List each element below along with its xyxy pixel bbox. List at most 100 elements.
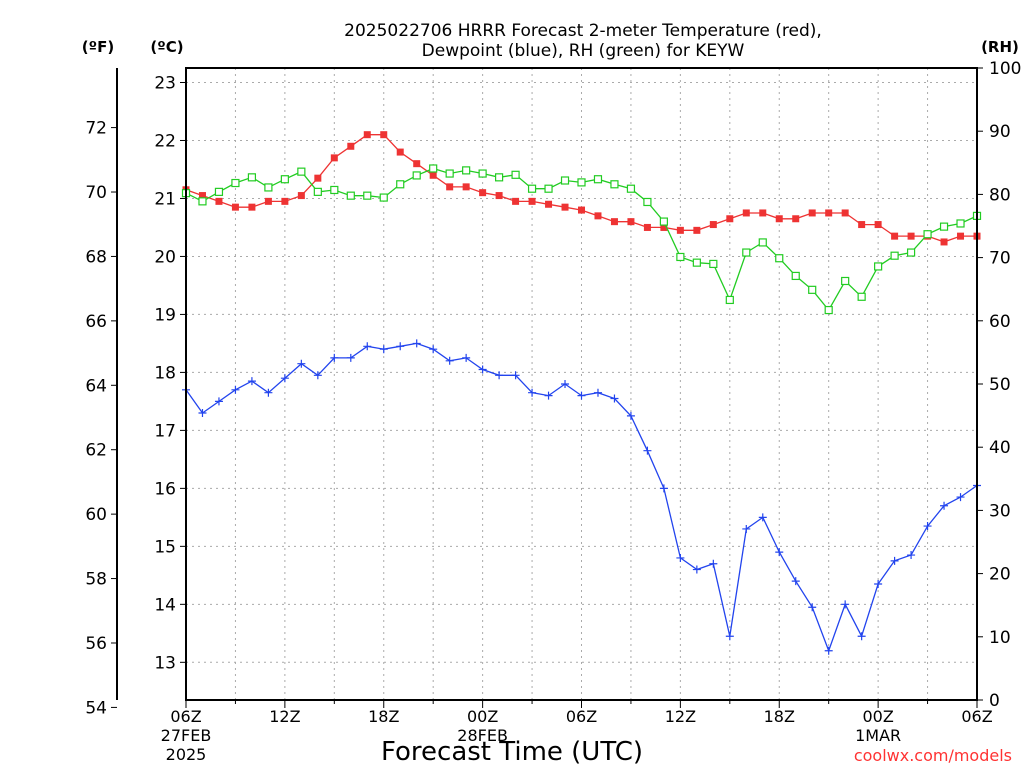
rh-point: [791, 271, 800, 281]
rh-tick-label: 90: [989, 122, 1011, 142]
rh-tick-label: 20: [989, 565, 1011, 585]
x-date-label: 1MAR: [855, 726, 901, 745]
dewpoint-point: [874, 580, 883, 589]
rh-point: [495, 173, 504, 182]
dewpoint-point: [462, 353, 471, 362]
rh-point: [264, 183, 273, 192]
fahrenheit-tick-label: 60: [85, 505, 107, 525]
rh-point: [445, 169, 454, 178]
plot-frame: [185, 67, 978, 701]
x-tick-label: 12Z: [665, 707, 696, 726]
gridlines: [186, 68, 977, 700]
rh-tick-label: 80: [989, 185, 1011, 205]
dewpoint-point: [709, 559, 718, 568]
x-tick-label: 00Z: [862, 707, 893, 726]
rh-point: [313, 187, 322, 196]
rh-point: [725, 295, 734, 305]
rh-point: [346, 191, 355, 200]
chart-title-line2: Dewpoint (blue), RH (green) for KEYW: [422, 41, 745, 61]
dewpoint-point: [659, 484, 668, 493]
rh-point: [643, 197, 652, 207]
rh-point: [577, 178, 586, 187]
temperature-point: [545, 200, 553, 208]
dewpoint-point: [593, 388, 602, 397]
rh-point: [742, 248, 751, 257]
temperature-point: [874, 221, 882, 229]
dewpoint-point: [692, 565, 701, 574]
dewpoint-point: [247, 377, 256, 386]
celsius-tick-label: 16: [154, 479, 176, 499]
rh-point: [527, 184, 537, 193]
temperature-point: [479, 189, 487, 197]
rh-point: [560, 176, 570, 185]
rh-tick-label: 100: [989, 59, 1021, 79]
rh-point: [841, 276, 850, 286]
temperature-point: [643, 223, 651, 231]
fahrenheit-tick-label: 72: [85, 119, 107, 139]
rh-point: [808, 285, 817, 294]
dewpoint-point: [643, 446, 652, 455]
dewpoint-point: [297, 359, 306, 368]
temperature-point: [759, 209, 767, 217]
dewpoint-point: [445, 356, 454, 365]
rh-point: [659, 217, 668, 226]
rh-point: [544, 184, 553, 193]
dewpoint-point: [511, 371, 520, 380]
rh-point: [824, 305, 833, 315]
fahrenheit-tick-label: 66: [85, 312, 107, 332]
celsius-tick-label: 14: [154, 595, 176, 615]
temperature-point: [528, 197, 536, 205]
rh-point: [429, 164, 438, 173]
dewpoint-point: [495, 371, 504, 380]
temperature-point: [314, 174, 322, 182]
dewpoint-series: [182, 339, 981, 655]
dewpoint-point: [396, 342, 405, 351]
temperature-point: [281, 197, 289, 205]
dewpoint-point: [198, 408, 207, 417]
dewpoint-point: [890, 556, 899, 565]
rh-point: [626, 184, 636, 193]
rh-point: [379, 193, 388, 202]
temperature-point: [198, 192, 206, 200]
dewpoint-point: [577, 391, 586, 400]
temperature-point: [215, 197, 223, 205]
temperature-point: [446, 183, 454, 191]
temperature-point: [594, 212, 602, 220]
temperature-point: [396, 148, 404, 156]
x-date-label: 28FEB: [457, 726, 508, 745]
temperature-point: [627, 218, 635, 226]
x-tick-label: 18Z: [764, 707, 795, 726]
temperature-point: [561, 203, 569, 211]
rh-tick-label: 10: [989, 628, 1011, 648]
temperature-point: [264, 197, 272, 205]
rh-tick-label: 60: [989, 312, 1011, 332]
temperature-point: [347, 142, 355, 150]
dewpoint-point: [264, 388, 273, 397]
dewpoint-point: [363, 342, 372, 351]
x-axis-title: Forecast Time (UTC): [381, 737, 643, 767]
rh-point: [874, 262, 883, 271]
dewpoint-point: [610, 394, 619, 403]
temperature-series: [182, 131, 981, 246]
dewpoint-point: [528, 388, 537, 397]
temperature-point: [462, 183, 470, 191]
series-layer: [181, 131, 982, 655]
celsius-tick-label: 20: [154, 247, 176, 267]
dewpoint-point: [775, 548, 784, 557]
dewpoint-point: [412, 339, 421, 348]
x-year-label: 2025: [166, 745, 207, 764]
temperature-point: [676, 226, 684, 234]
rh-tick-label: 70: [989, 249, 1011, 269]
fahrenheit-tick-label: 58: [85, 570, 107, 590]
rh-point: [396, 180, 405, 189]
temperature-point: [512, 197, 520, 205]
chart-title-line1: 2025022706 HRRR Forecast 2-meter Tempera…: [344, 21, 822, 41]
rh-point: [775, 254, 784, 263]
x-date-label: 27FEB: [161, 726, 212, 745]
rh-unit-label: (RH): [981, 38, 1019, 56]
credit-text: coolwx.com/models: [854, 746, 1012, 765]
temperature-point: [231, 203, 239, 211]
x-tick-label: 06Z: [170, 707, 201, 726]
temperature-point: [297, 192, 305, 200]
fahrenheit-unit-label: (ºF): [82, 38, 114, 56]
